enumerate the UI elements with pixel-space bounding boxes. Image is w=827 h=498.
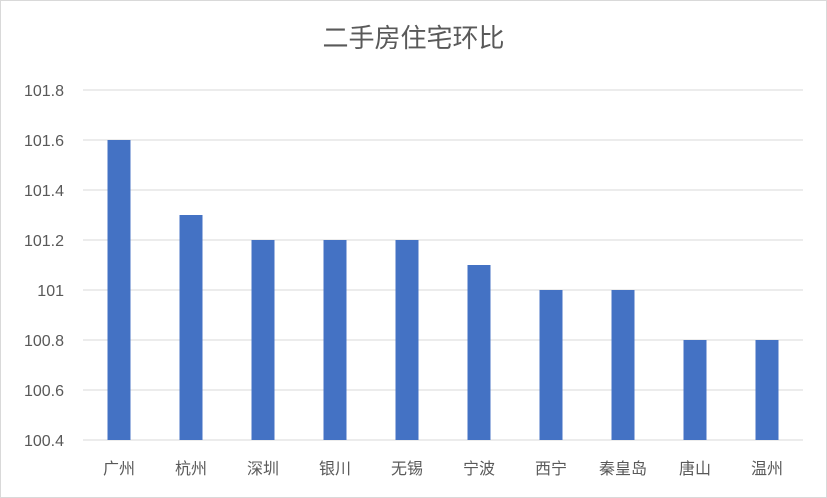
x-category-label: 秦皇岛 [599, 459, 647, 478]
bar [755, 340, 779, 440]
bars [107, 140, 779, 440]
y-tick-label: 101.2 [24, 233, 64, 250]
x-category-label: 西宁 [535, 459, 567, 478]
bar [251, 240, 275, 440]
x-category-label: 温州 [751, 459, 783, 478]
y-tick-label: 100.8 [24, 333, 64, 350]
x-category-label: 杭州 [175, 459, 207, 478]
gridlines [83, 89, 803, 441]
bar [683, 340, 707, 440]
x-category-label: 深圳 [247, 459, 279, 478]
x-category-label: 银川 [319, 459, 351, 478]
y-tick-label: 101.6 [24, 133, 64, 150]
chart-title: 二手房住宅环比 [322, 24, 505, 54]
y-tick-label: 100.6 [24, 383, 64, 400]
x-category-label: 无锡 [391, 459, 423, 478]
y-tick-label: 101.4 [24, 183, 64, 200]
y-axis-tick-labels: 100.4 100.6 100.8 101 101.2 101.4 101.6 101.8 [24, 83, 64, 450]
bar [395, 240, 419, 440]
bar [323, 240, 347, 440]
x-category-label: 唐山 [679, 459, 711, 478]
x-axis-category-labels: 广州 杭州 深圳 银川 无锡 宁波 西宁 秦皇岛 唐山 温州 [103, 459, 783, 478]
bar [107, 140, 131, 440]
y-tick-label: 101 [37, 283, 64, 300]
x-category-label: 宁波 [463, 459, 495, 478]
bar [467, 265, 491, 440]
bar [539, 290, 563, 440]
bar [179, 215, 203, 440]
bar [611, 290, 635, 440]
x-category-label: 广州 [103, 459, 135, 478]
y-tick-label: 101.8 [24, 83, 64, 100]
y-tick-label: 100.4 [24, 433, 64, 450]
